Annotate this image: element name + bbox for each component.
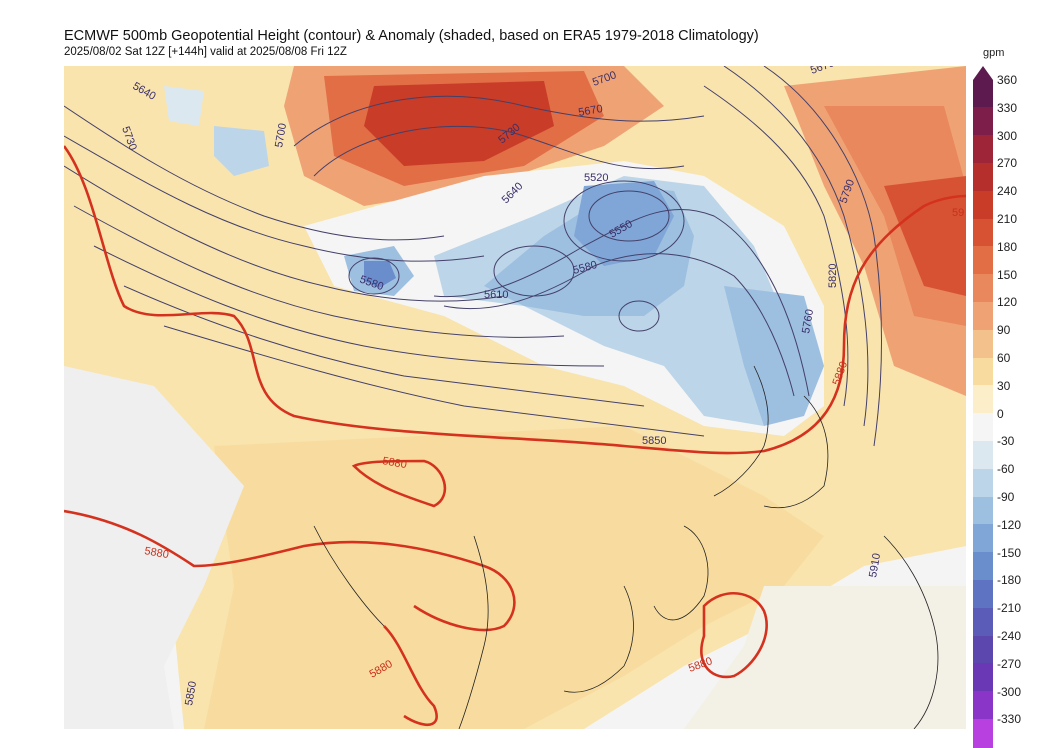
colorbar-segment bbox=[973, 274, 993, 303]
colorbar-segment bbox=[973, 79, 993, 109]
contour-label: 5700 bbox=[273, 122, 289, 148]
colorbar-tick-label: 0 bbox=[997, 406, 1004, 421]
weather-map: 5640 5730 5700 5670 5700 5730 5640 5520 … bbox=[64, 66, 966, 729]
colorbar-segment bbox=[973, 162, 993, 192]
colorbar-tick-label: -210 bbox=[997, 601, 1022, 616]
colorbar-segment bbox=[973, 190, 993, 220]
contour-label: 5820 bbox=[827, 264, 839, 288]
height-contours bbox=[64, 66, 882, 447]
anomaly-shading bbox=[64, 66, 966, 729]
colorbar-tick-label: 90 bbox=[997, 323, 1011, 338]
colorbar-unit: gpm bbox=[983, 47, 1005, 59]
contour-label: 5850 bbox=[183, 680, 199, 706]
colorbar-tick-label: 240 bbox=[997, 184, 1018, 199]
contour-label: 5880 bbox=[143, 545, 169, 561]
colorbar-segment bbox=[973, 691, 993, 720]
colorbar-tick-label: -30 bbox=[997, 434, 1015, 449]
colorbar-tick-label: 150 bbox=[997, 267, 1018, 282]
colorbar-tick-label: 330 bbox=[997, 100, 1018, 115]
colorbar-segment bbox=[973, 329, 993, 359]
colorbar-arrow-top bbox=[973, 66, 993, 80]
colorbar-tick-label: -330 bbox=[997, 712, 1022, 727]
colorbar-tick-label: 210 bbox=[997, 212, 1018, 226]
contour-label: 5760 bbox=[800, 308, 816, 334]
colorbar-tick-label: -60 bbox=[997, 462, 1015, 477]
colorbar-segment bbox=[973, 218, 993, 248]
colorbar-segment bbox=[973, 579, 993, 609]
colorbar-tick-label: 120 bbox=[997, 295, 1018, 310]
contour-label: 5850 bbox=[642, 435, 666, 447]
contour-label: 5910 bbox=[867, 552, 883, 578]
colorbar-segment bbox=[973, 635, 993, 665]
map-canvas: 5640 5730 5700 5670 5700 5730 5640 5520 … bbox=[64, 66, 966, 729]
colorbar-segment bbox=[973, 301, 993, 331]
contour-5880 bbox=[64, 145, 966, 727]
colorbar-tick-label: -90 bbox=[997, 490, 1015, 504]
colorbar-tick-label: -300 bbox=[997, 684, 1022, 699]
colorbar-tick-label: 30 bbox=[997, 378, 1011, 393]
colorbar-segment bbox=[973, 552, 993, 581]
colorbar-segment bbox=[973, 496, 993, 526]
contour-label: 5880 bbox=[381, 455, 407, 471]
colorbar-tick-label: 300 bbox=[997, 128, 1018, 143]
colorbar-segment bbox=[973, 440, 993, 470]
chart-subtitle: 2025/08/02 Sat 12Z [+144h] valid at 2025… bbox=[64, 46, 347, 58]
colorbar-segment bbox=[973, 468, 993, 498]
colorbar-segment bbox=[973, 607, 993, 637]
colorbar-segment bbox=[973, 663, 993, 693]
colorbar-tick-label: -270 bbox=[997, 656, 1022, 671]
colorbar-tick-label: 180 bbox=[997, 239, 1018, 254]
colorbar-segment bbox=[973, 107, 993, 137]
coastlines bbox=[313, 365, 939, 729]
contour-label: 5670 bbox=[809, 66, 836, 77]
colorbar-tick-label: -120 bbox=[997, 517, 1022, 532]
colorbar-tick-label: -180 bbox=[997, 573, 1022, 588]
colorbar-tick-label: 360 bbox=[997, 73, 1018, 87]
colorbar-tick-label: 270 bbox=[997, 156, 1018, 171]
colorbar-tick-label: -240 bbox=[997, 629, 1022, 643]
chart-title: ECMWF 500mb Geopotential Height (contour… bbox=[64, 28, 759, 44]
contour-label: 5610 bbox=[484, 289, 508, 301]
colorbar-segment bbox=[973, 385, 993, 415]
colorbar-segment bbox=[973, 524, 993, 554]
colorbar-segment bbox=[973, 413, 993, 442]
contour-label: 5520 bbox=[584, 172, 608, 184]
contour-label: 5670 bbox=[577, 103, 603, 119]
colorbar-tick-label: -150 bbox=[997, 545, 1022, 560]
colorbar bbox=[973, 66, 993, 748]
colorbar-segment bbox=[973, 246, 993, 276]
colorbar-segment bbox=[973, 135, 993, 164]
colorbar-tick-label: 60 bbox=[997, 351, 1011, 365]
colorbar-segment bbox=[973, 357, 993, 387]
colorbar-segment bbox=[973, 718, 993, 748]
contour-label: 59 bbox=[952, 207, 964, 219]
